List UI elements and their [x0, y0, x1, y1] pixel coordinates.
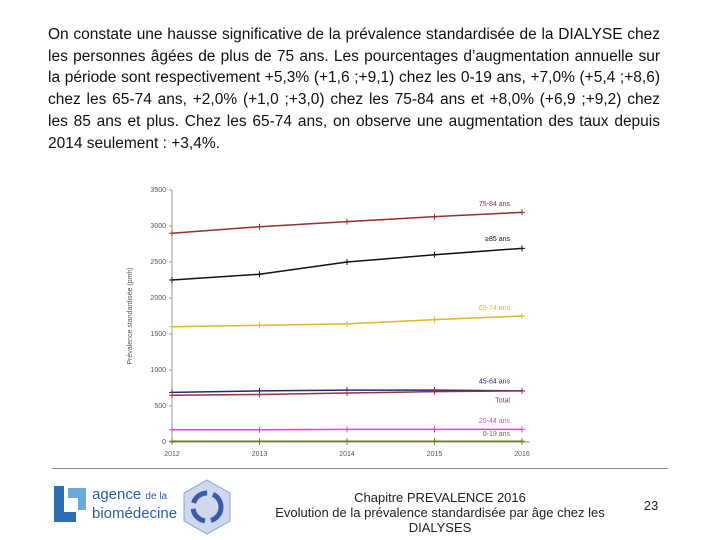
x-tick-label: 2016	[514, 451, 530, 458]
point	[344, 390, 350, 397]
y-tick-label: 1000	[150, 367, 166, 374]
logo-word: de la	[145, 491, 168, 502]
x-tick-label: 2015	[427, 451, 443, 458]
point	[519, 245, 525, 252]
series-label: Total	[495, 398, 510, 405]
y-axis-label: Prévalence standardisée (pmh)	[127, 267, 134, 364]
footer-text: Chapitre PREVALENCE 2016 Evolution de la…	[260, 490, 620, 535]
series-label: 0-19 ans	[483, 431, 511, 438]
point	[169, 426, 175, 433]
x-tick-label: 2012	[164, 451, 180, 458]
point	[256, 271, 263, 278]
y-tick-label: 500	[154, 403, 166, 410]
y-tick-label: 3500	[150, 187, 166, 194]
point	[169, 277, 175, 283]
logo-word: agence	[92, 486, 142, 503]
y-tick-label: 2000	[150, 295, 166, 302]
point	[431, 388, 438, 395]
point	[344, 426, 350, 433]
y-tick-label: 2500	[150, 259, 166, 266]
point	[344, 218, 350, 225]
point	[169, 230, 175, 237]
point	[431, 438, 438, 445]
point	[256, 438, 263, 445]
series-label: 45-64 ans	[479, 379, 511, 386]
point	[169, 438, 175, 445]
page-number: 23	[643, 498, 659, 513]
point	[344, 320, 350, 327]
point	[256, 223, 263, 230]
chart: Prévalence standardisée (pmh) 0 500 1000 15…	[127, 187, 530, 458]
point	[169, 323, 175, 330]
x-tick-label: 2013	[252, 451, 268, 458]
y-tick-label: 3000	[150, 223, 166, 230]
emblem	[183, 479, 231, 535]
footer-rule	[52, 468, 668, 469]
point	[256, 426, 263, 433]
x-tick-label: 2014	[339, 451, 355, 458]
series-label: ≥85 ans	[485, 236, 510, 243]
point	[431, 251, 438, 258]
y-tick-label: 0	[162, 439, 166, 446]
logo-mark	[54, 486, 86, 522]
point	[169, 392, 175, 399]
footer-subtitle: Evolution de la prévalence standardisée …	[275, 505, 605, 535]
point	[256, 391, 263, 398]
point	[256, 322, 263, 329]
series-label: 20-44 ans	[479, 418, 511, 425]
logo-word: biomédecine	[92, 505, 178, 522]
series-label: 65-74 ans	[479, 305, 511, 312]
point	[344, 259, 350, 265]
point	[519, 426, 525, 433]
point	[431, 426, 438, 433]
point	[519, 209, 525, 216]
point	[519, 438, 525, 445]
paragraph: On constate une hausse significative de …	[48, 26, 660, 152]
series-label: 75-84 ans	[479, 201, 511, 208]
logo-text: agence de la biomédecine	[92, 486, 177, 522]
point	[431, 213, 438, 220]
point	[519, 387, 525, 394]
chapter: Chapitre PREVALENCE 2016	[354, 490, 526, 505]
point	[431, 316, 438, 323]
point	[519, 313, 525, 319]
point	[344, 438, 350, 445]
y-tick-label: 1500	[150, 331, 166, 338]
